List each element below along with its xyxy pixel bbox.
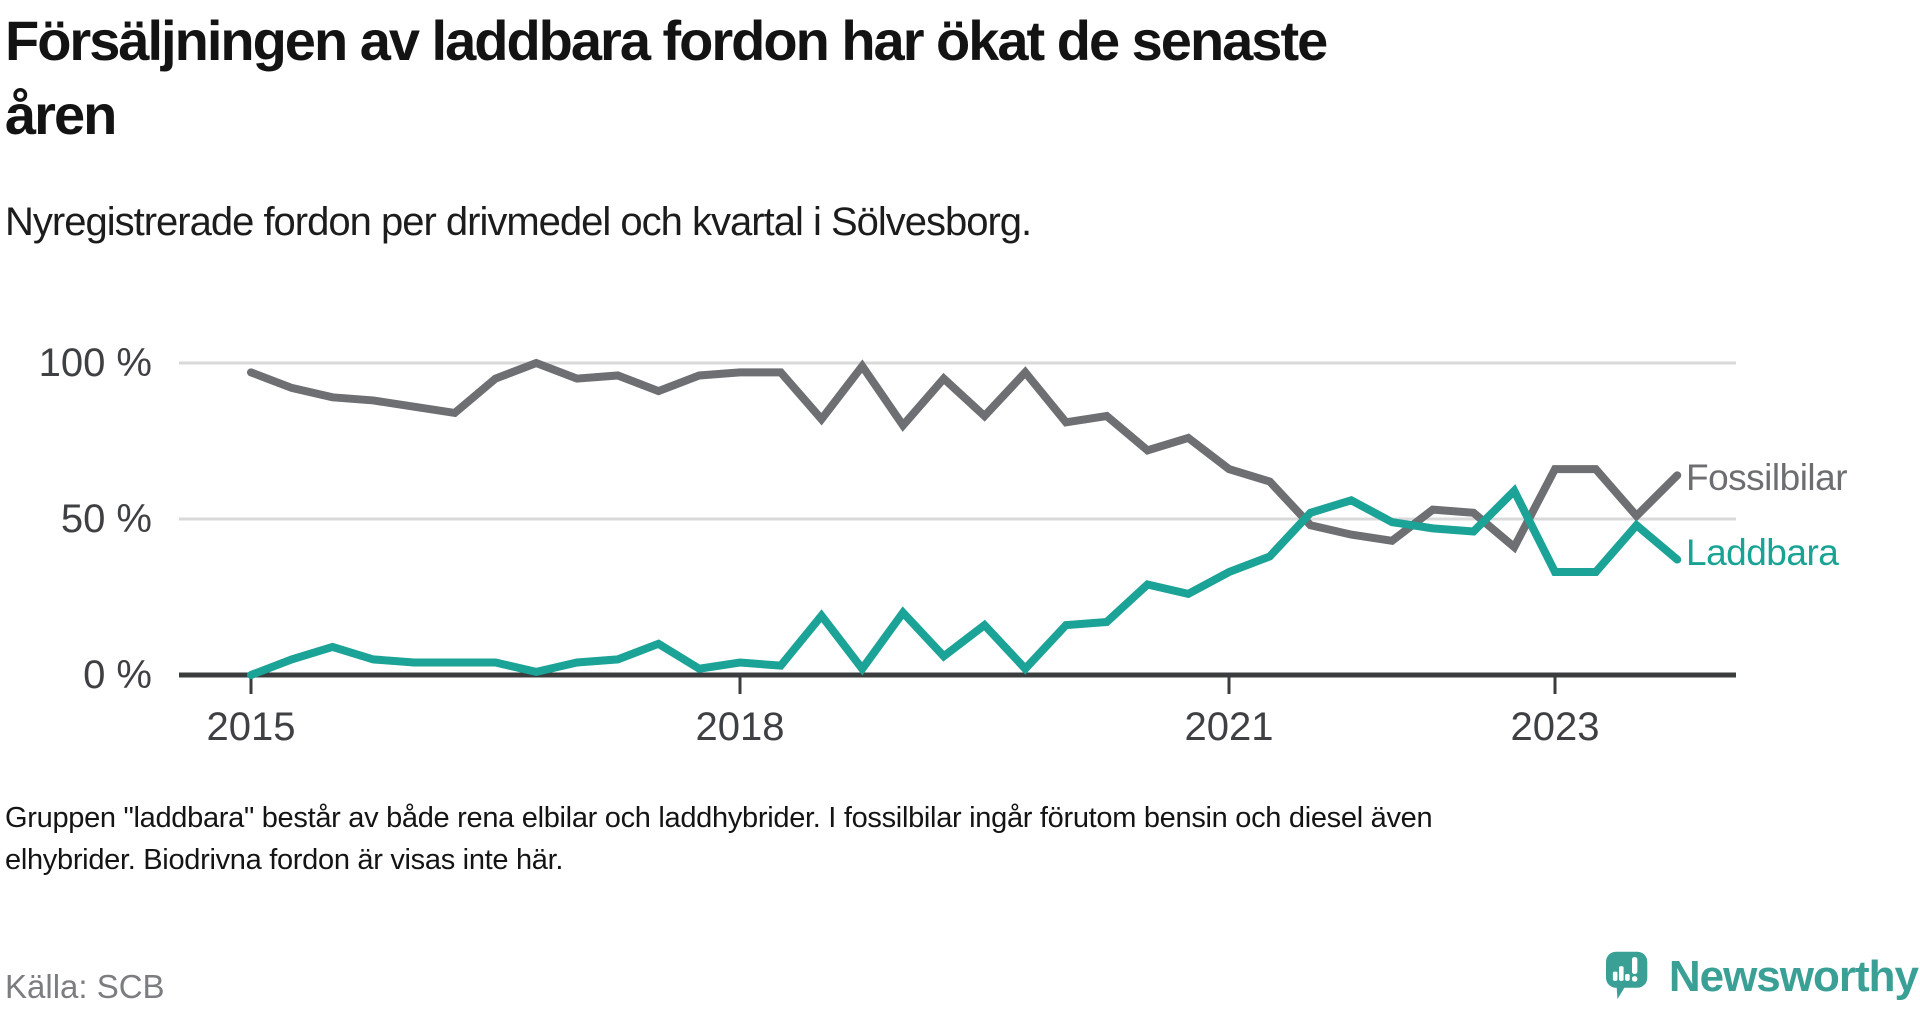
newsworthy-logo[interactable]: Newsworthy — [1606, 944, 1919, 1010]
page-title-line2: åren — [5, 83, 117, 146]
logo-text: Newsworthy — [1668, 952, 1919, 1001]
speech-bubble-bar-chart-icon — [1606, 951, 1648, 1000]
x-tick-label-2023: 2023 — [1511, 705, 1600, 749]
x-tick-label-2015: 2015 — [207, 705, 296, 749]
page-title: Försäljningen av laddbara fordon har öka… — [5, 4, 1885, 152]
chart-footnote: Gruppen "laddbara" består av både rena e… — [5, 797, 1885, 881]
chart-footnote-line1: Gruppen "laddbara" består av både rena e… — [5, 802, 1433, 834]
page-title-line1: Försäljningen av laddbara fordon har öka… — [5, 9, 1328, 72]
series-line-laddbara — [247, 484, 1682, 679]
legend-label-fossilbilar: Fossilbilar — [1686, 457, 1847, 498]
page-subtitle: Nyregistrerade fordon per drivmedel och … — [5, 200, 1032, 244]
series-line-fossilbilar — [247, 358, 1682, 554]
x-tick-label-2018: 2018 — [696, 705, 785, 749]
legend-label-laddbara: Laddbara — [1686, 532, 1839, 573]
y-tick-label-0: 0 % — [83, 653, 152, 697]
y-tick-label-100: 100 % — [39, 341, 152, 385]
y-tick-label-50: 50 % — [61, 497, 152, 541]
chart-footnote-line2: elhybrider. Biodrivna fordon är visas in… — [5, 844, 564, 876]
x-tick-label-2021: 2021 — [1185, 705, 1274, 749]
source-label: Källa: SCB — [5, 968, 165, 1005]
